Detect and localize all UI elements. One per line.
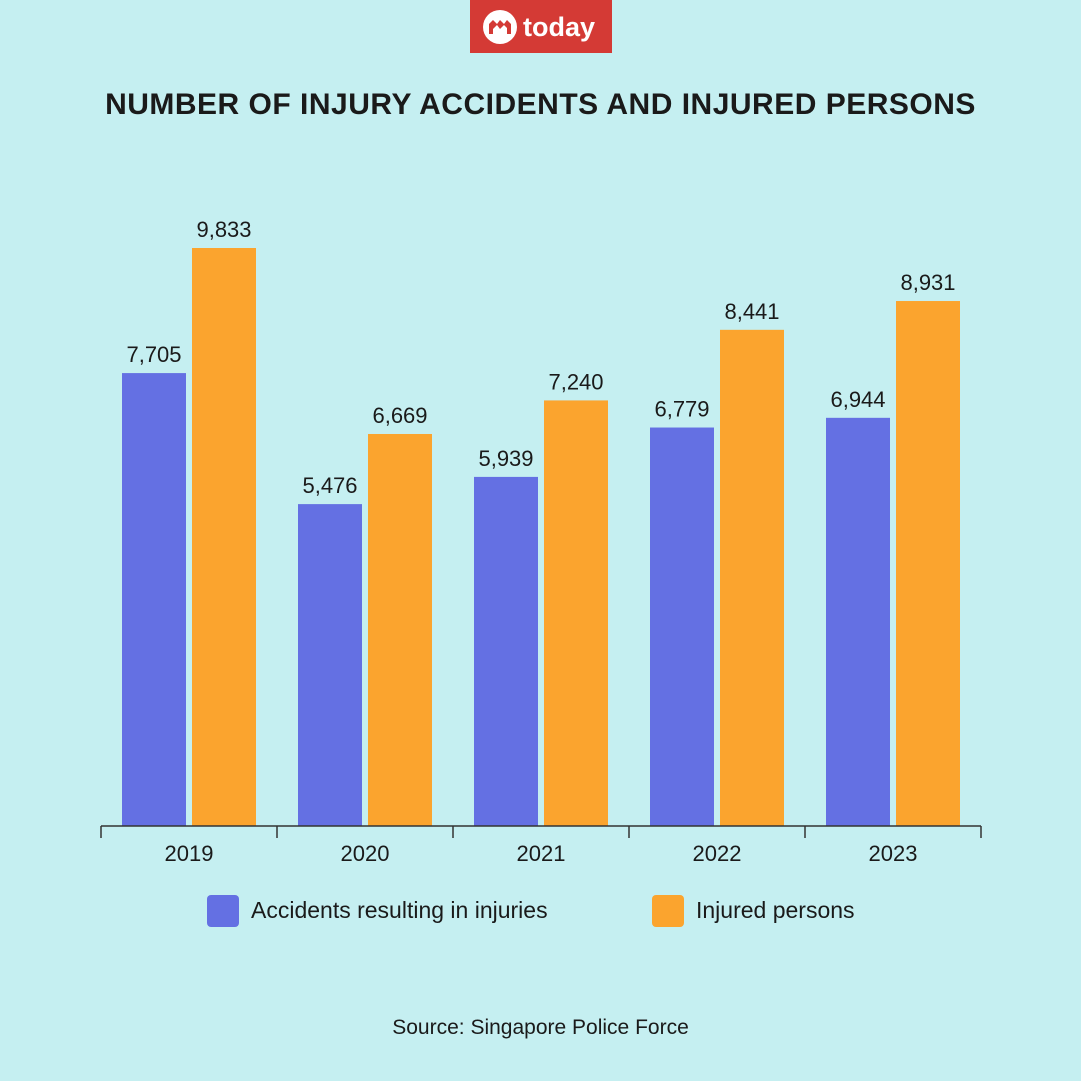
legend-label-accidents: Accidents resulting in injuries [251,897,548,923]
brand-logo: today [470,0,612,53]
x-tick-label-2023: 2023 [869,841,918,866]
value-label-accidents-2020: 5,476 [302,473,357,498]
bar-injured-2020 [368,433,432,826]
bar-chart: 7,705 9,833 5,476 6,669 5,939 7,240 6,779 8,441… [100,217,982,927]
bar-accidents-2023 [826,417,890,826]
value-label-injured-2022: 8,441 [724,299,779,324]
chart-title: NUMBER OF INJURY ACCIDENTS AND INJURED P… [105,88,976,121]
bar-accidents-2022 [650,427,714,826]
value-label-accidents-2022: 6,779 [654,397,709,422]
x-tick-label-2020: 2020 [341,841,390,866]
x-tick-label-2021: 2021 [517,841,566,866]
legend-swatch-accidents [207,895,239,927]
value-label-accidents-2023: 6,944 [830,387,885,412]
bar-accidents-2021 [474,476,538,826]
value-label-injured-2020: 6,669 [372,403,427,428]
bar-injured-2019 [192,248,256,826]
value-label-injured-2021: 7,240 [548,369,603,394]
legend-swatch-injured [652,895,684,927]
bar-accidents-2020 [298,504,362,826]
value-label-injured-2019: 9,833 [196,217,251,242]
x-tick-label-2022: 2022 [693,841,742,866]
value-labels-layer: 7,705 9,833 5,476 6,669 5,939 7,240 6,779 8,441… [126,217,955,498]
bar-injured-2022 [720,329,784,826]
bars-layer [122,248,960,826]
value-label-accidents-2019: 7,705 [126,342,181,367]
value-label-accidents-2021: 5,939 [478,446,533,471]
legend-label-injured: Injured persons [696,897,855,923]
x-axis: 2019 2020 2021 2022 2023 [100,825,982,866]
source-note: Source: Singapore Police Force [392,1016,689,1039]
bar-injured-2023 [896,301,960,826]
bar-injured-2021 [544,400,608,826]
legend: Accidents resulting in injuries Injured p… [207,895,855,927]
x-tick-label-2019: 2019 [165,841,214,866]
value-label-injured-2023: 8,931 [900,270,955,295]
bar-accidents-2019 [122,373,186,826]
brand-logo-text: today [523,12,595,42]
brand-logo-mark: today [483,9,595,44]
